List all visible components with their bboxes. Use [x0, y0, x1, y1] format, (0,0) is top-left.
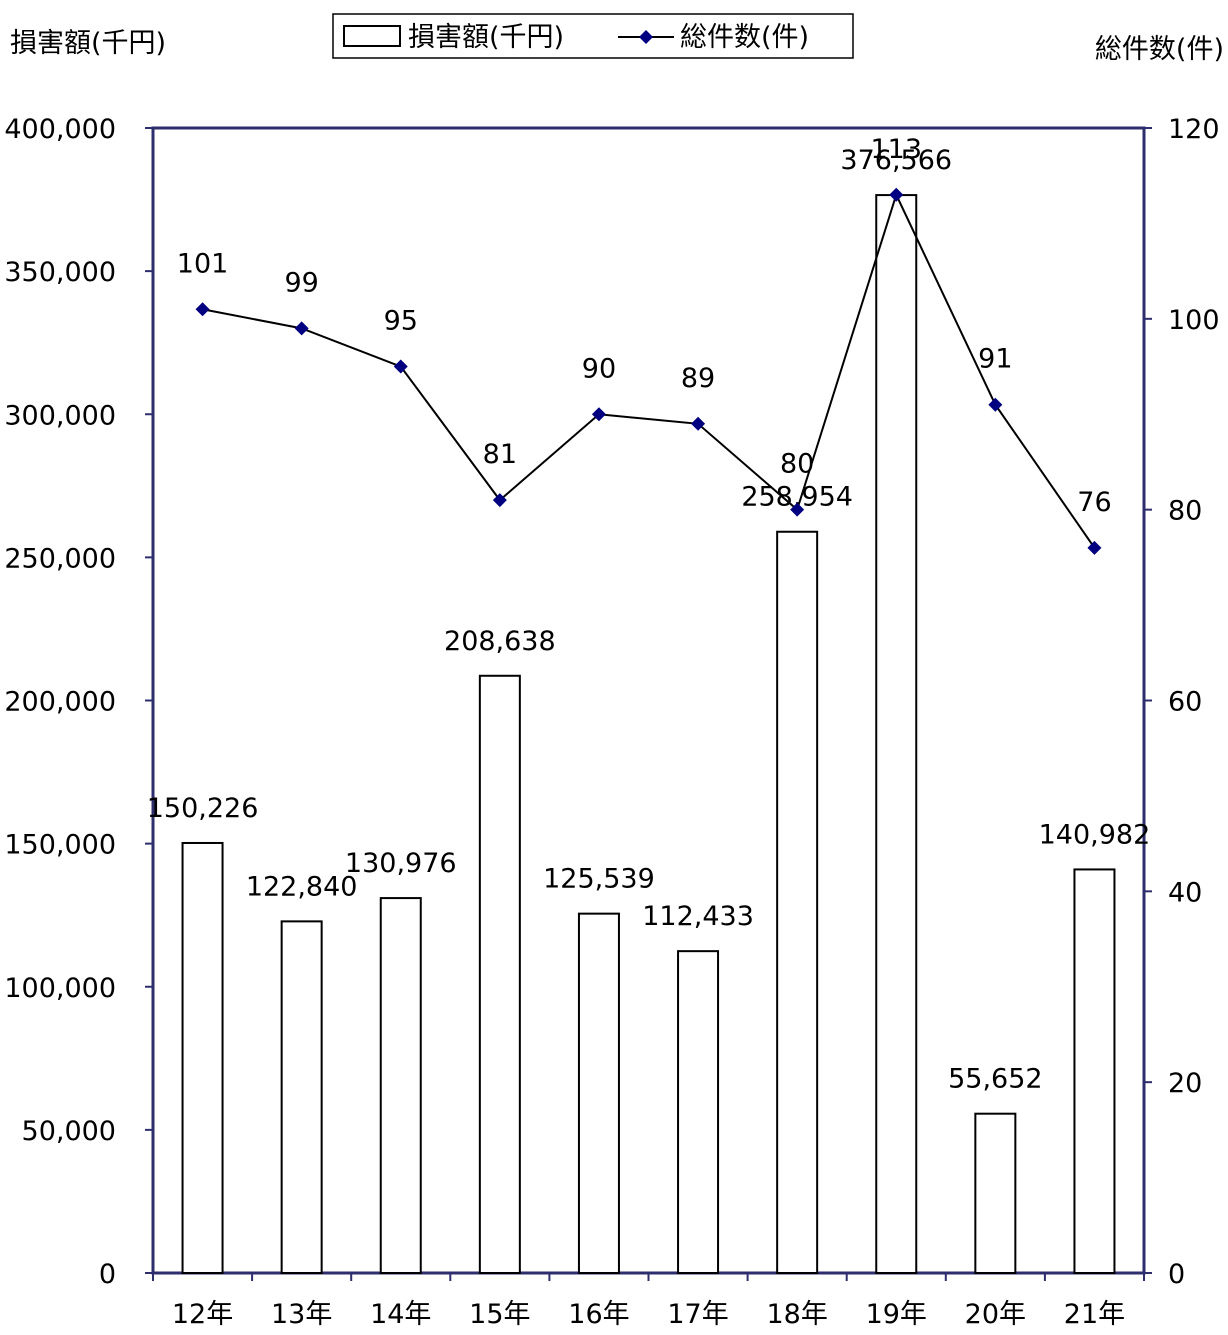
x-tick-label: 14年 — [370, 1299, 431, 1330]
bar-data-label: 208,638 — [444, 626, 556, 657]
line-data-label: 91 — [978, 344, 1012, 375]
bar — [577, 912, 620, 1274]
line-point — [492, 493, 507, 508]
line-data-label: 99 — [284, 267, 318, 298]
legend-line-label: 総件数(件) — [680, 22, 809, 53]
right-axis-title: 総件数(件) — [1095, 34, 1224, 65]
left-axis: 0 50,000 100,000 150,000 200,000 250,000 300,0… — [4, 114, 153, 1290]
bar-data-label: 150,226 — [147, 793, 259, 824]
legend-marker-icon — [639, 30, 653, 44]
left-tick-label: 150,000 — [4, 830, 116, 861]
bar-data-label: 376,566 — [840, 145, 952, 176]
line-point — [294, 321, 309, 336]
legend-border — [332, 13, 854, 59]
line-data-label: 76 — [1077, 487, 1111, 518]
legend-bar-label: 損害額(千円) — [408, 22, 564, 53]
bar — [1073, 868, 1116, 1274]
x-tick-label: 15年 — [469, 1299, 530, 1330]
x-tick-label: 19年 — [866, 1299, 927, 1330]
left-tick-label: 400,000 — [4, 114, 116, 145]
x-tick-label: 17年 — [667, 1299, 728, 1330]
bar-data-label: 112,433 — [642, 901, 754, 932]
right-tick-label: 120 — [1168, 114, 1220, 145]
legend: 損害額(千円) 総件数(件) — [332, 13, 854, 59]
line-point — [591, 407, 606, 422]
bar-data-label: 122,840 — [246, 871, 358, 902]
x-tick-label: 16年 — [568, 1299, 629, 1330]
bar — [478, 674, 521, 1274]
line-path — [202, 192, 1096, 549]
bar — [280, 920, 323, 1274]
bar-data-label: 140,982 — [1039, 819, 1151, 850]
line-point — [393, 359, 408, 374]
line-data-label: 113 — [870, 134, 922, 165]
bar — [677, 950, 720, 1274]
bar — [181, 841, 224, 1274]
x-tick-label: 18年 — [766, 1299, 827, 1330]
line-data-label: 90 — [582, 353, 616, 384]
legend-bar-swatch — [343, 25, 401, 47]
line-point — [988, 397, 1003, 412]
line-data-label: 89 — [681, 363, 715, 394]
line-data-label: 101 — [177, 248, 229, 279]
line-data-label: 95 — [384, 306, 418, 337]
right-tick-label: 40 — [1168, 877, 1202, 908]
x-tick-label: 12年 — [172, 1299, 233, 1330]
line-data-label: 81 — [483, 439, 517, 470]
line-point — [889, 187, 904, 202]
line-point — [195, 302, 210, 317]
left-tick-label: 350,000 — [4, 257, 116, 288]
left-tick-label: 250,000 — [4, 543, 116, 574]
left-axis-title: 損害額(千円) — [10, 28, 166, 59]
right-tick-label: 80 — [1168, 496, 1202, 527]
left-tick-label: 50,000 — [22, 1116, 116, 1147]
right-tick-label: 100 — [1168, 305, 1220, 336]
line-point — [691, 416, 706, 431]
x-axis: 12年 13年 14年 15年 16年 17年 18年 19年 20年 21年 — [152, 1273, 1145, 1330]
x-tick-label: 21年 — [1064, 1299, 1125, 1330]
line-point — [1087, 540, 1102, 555]
line-data-label: 80 — [780, 449, 814, 480]
bar-series — [181, 194, 1116, 1275]
line-series — [195, 187, 1102, 555]
bar-data-label: 55,652 — [948, 1064, 1042, 1095]
bar-data-label: 125,539 — [543, 864, 655, 895]
line-point — [790, 502, 805, 517]
left-tick-label: 100,000 — [4, 973, 116, 1004]
right-axis: 0 20 40 60 80 100 120 — [1144, 114, 1220, 1290]
right-tick-label: 20 — [1168, 1068, 1202, 1099]
bar-data-label: 130,976 — [345, 848, 457, 879]
bar — [776, 530, 819, 1274]
bar — [974, 1112, 1017, 1275]
x-tick-label: 13年 — [271, 1299, 332, 1330]
left-tick-label: 200,000 — [4, 687, 116, 718]
left-tick-label: 300,000 — [4, 400, 116, 431]
bar — [875, 194, 918, 1274]
x-tick-label: 20年 — [965, 1299, 1026, 1330]
line-data-labels: 101 99 95 81 90 89 80 113 91 76 — [177, 134, 1112, 518]
right-tick-label: 60 — [1168, 687, 1202, 718]
right-tick-label: 0 — [1168, 1259, 1185, 1290]
left-tick-label: 0 — [99, 1259, 116, 1290]
bar — [379, 897, 422, 1274]
